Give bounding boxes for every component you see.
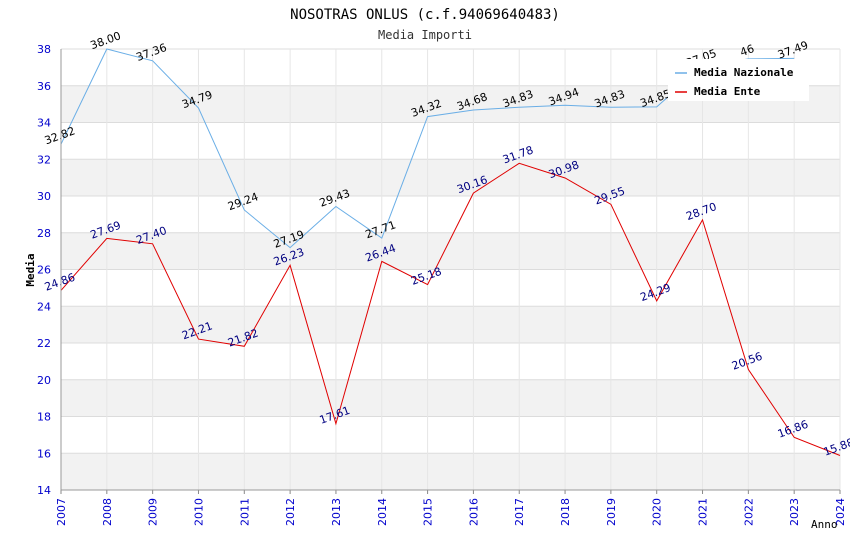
y-tick-label: 34	[37, 117, 51, 130]
x-tick-label: 2021	[697, 498, 710, 526]
x-tick-label: 2007	[55, 498, 68, 526]
x-axis-label: Anno	[811, 518, 838, 531]
series-line-media-ente	[60, 162, 841, 456]
legend-label-nazionale: Media Nazionale	[694, 66, 794, 79]
x-tick-label: 2018	[559, 498, 572, 526]
background-band	[61, 453, 840, 490]
x-tick-label: 2010	[192, 498, 205, 526]
y-tick-label: 14	[37, 484, 51, 497]
y-tick-label: 32	[37, 153, 51, 166]
y-tick-label: 16	[37, 447, 51, 460]
x-tick-label: 2009	[147, 498, 160, 526]
x-tick-label: 2011	[238, 498, 251, 526]
background-band	[61, 306, 840, 343]
y-tick-label: 22	[37, 337, 51, 350]
x-tick-label: 2013	[330, 498, 343, 526]
y-axis-label: Media	[24, 253, 37, 286]
legend: Media Nazionale Media Ente	[668, 59, 809, 101]
x-tick-label: 2020	[651, 498, 664, 526]
y-tick-label: 28	[37, 227, 51, 240]
y-tick-label: 20	[37, 374, 51, 387]
x-tick-label: 2022	[742, 498, 755, 526]
y-tick-label: 38	[37, 43, 51, 56]
x-tick-label: 2015	[422, 498, 435, 526]
gridlines	[60, 48, 841, 491]
y-tick-label: 36	[37, 80, 51, 93]
x-tick-label: 2023	[788, 498, 801, 526]
axes	[60, 49, 841, 494]
ente-data-label: 16.86	[776, 418, 810, 441]
x-tick-label: 2014	[376, 498, 389, 526]
y-tick-label: 18	[37, 411, 51, 424]
x-tick-label: 2008	[101, 498, 114, 526]
x-tick-label: 2017	[513, 498, 526, 526]
ente-data-label: 28.70	[684, 200, 718, 223]
y-tick-label: 24	[37, 300, 51, 313]
y-tick-label: 30	[37, 190, 51, 203]
x-tick-label: 2019	[605, 498, 618, 526]
legend-box	[668, 59, 809, 101]
chart-title: NOSOTRAS ONLUS (c.f.94069640483)	[290, 7, 560, 23]
background-band	[61, 159, 840, 196]
legend-label-ente: Media Ente	[694, 85, 761, 98]
ente-data-label: 20.56	[730, 350, 764, 373]
x-tick-label: 2016	[467, 498, 480, 526]
ente-data-label: 24.29	[638, 281, 672, 304]
x-tick-label: 2012	[284, 498, 297, 526]
chart-subtitle: Media Importi	[378, 28, 472, 42]
background-band	[61, 379, 840, 417]
y-tick-label: 26	[37, 264, 51, 277]
nazionale-data-label: 46	[738, 42, 756, 59]
x-tick-label: 2024	[834, 498, 847, 526]
